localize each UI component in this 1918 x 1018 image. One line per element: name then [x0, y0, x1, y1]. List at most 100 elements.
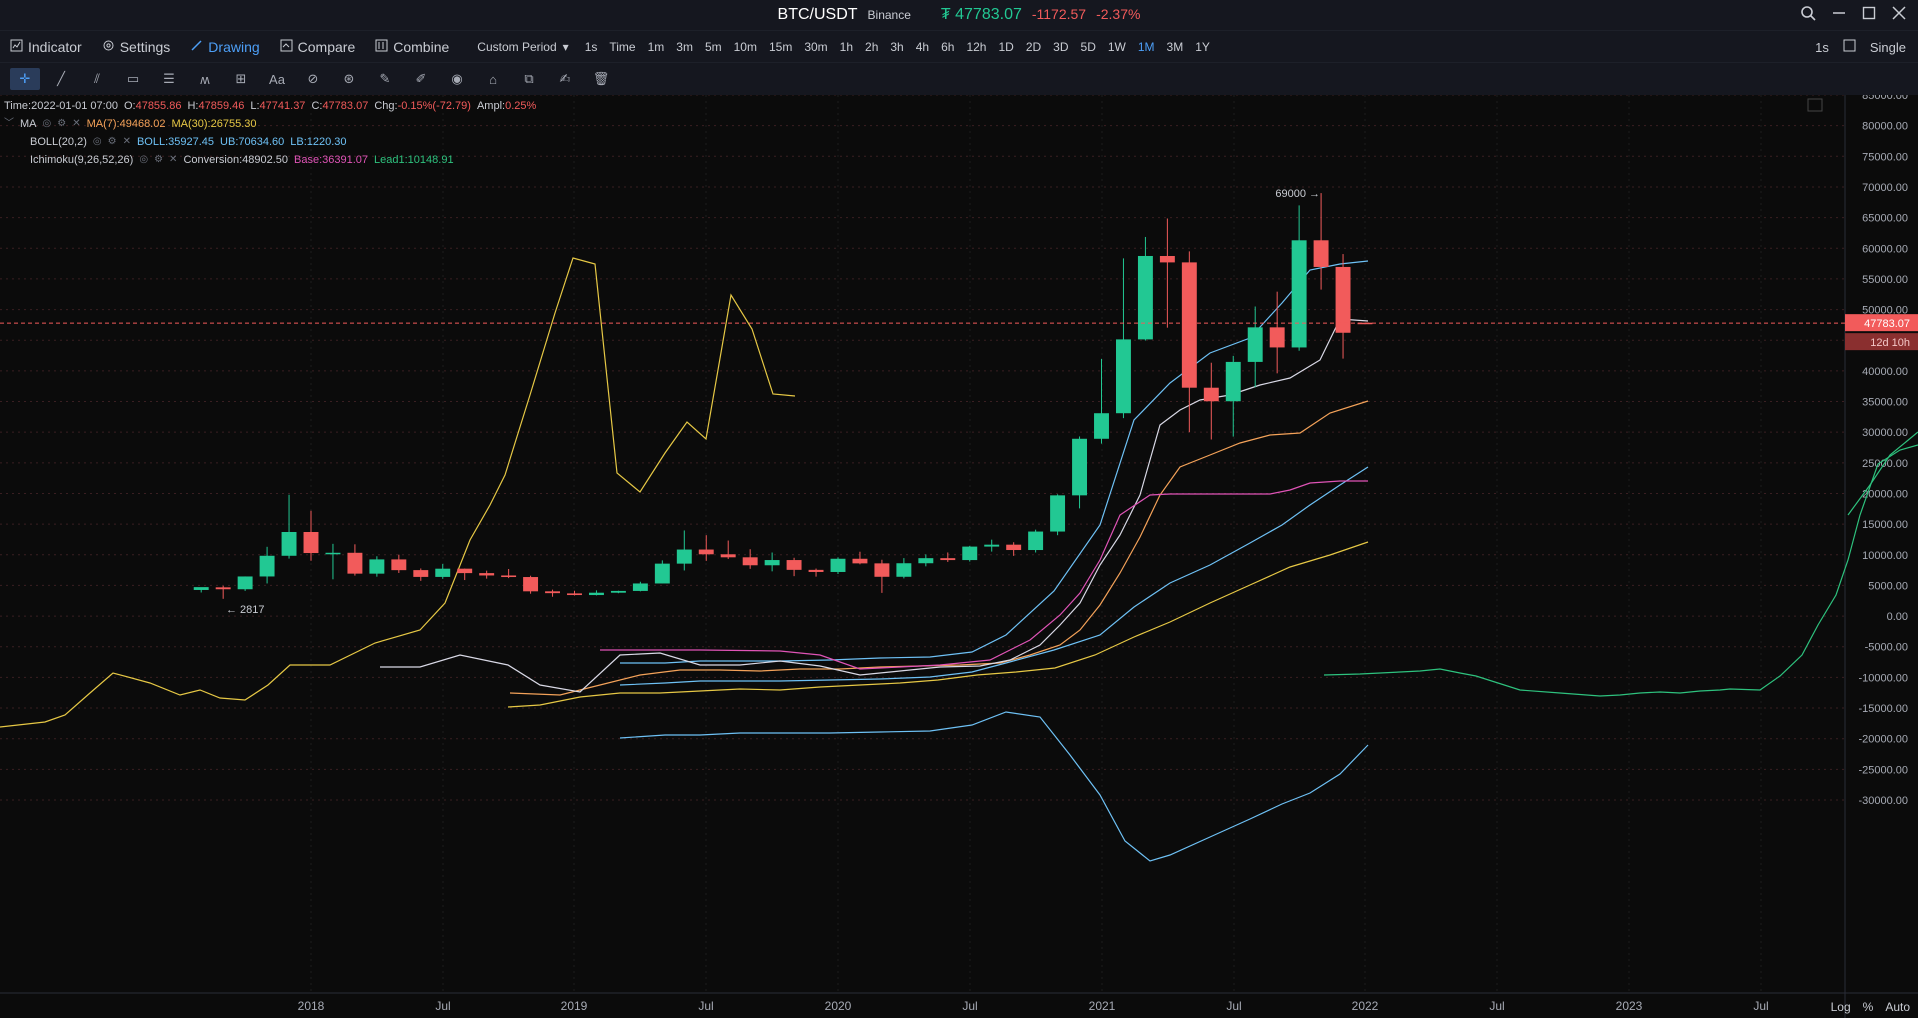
auto-toggle[interactable]: Auto: [1885, 1000, 1910, 1014]
timeframe-10m[interactable]: 10m: [733, 39, 757, 54]
ohlc-row: Time:2022-01-01 07:00 O:47855.86 H:47859…: [4, 97, 536, 115]
drawing-toolbar: ✛ ╱ ⫽ ▭ ☰ ʍ ⊞ Aa ⊘ ⊛ ✎ ✐ ◉ ⌂ ⧉ ✍ 🗑: [0, 62, 1918, 95]
parallel-channel-tool-icon[interactable]: ⫽: [94, 71, 100, 86]
trash-icon[interactable]: 🗑: [592, 71, 610, 86]
eye-icon[interactable]: ◎: [139, 154, 149, 165]
remove-icon[interactable]: ✕: [169, 154, 178, 165]
combine-icon: [375, 39, 388, 55]
timeframe-1w[interactable]: 1W: [1107, 39, 1126, 54]
timeframe-30m[interactable]: 30m: [804, 39, 828, 54]
drawing-button[interactable]: Drawing: [180, 31, 269, 63]
time-tick-label: Jul: [1753, 999, 1768, 1013]
timeframe-3m[interactable]: 3M: [1166, 39, 1184, 54]
close-icon[interactable]: [1892, 6, 1906, 24]
timeframe-5d[interactable]: 5D: [1080, 39, 1096, 54]
chg-value: -0.15%(-72.79): [397, 100, 471, 112]
collapse-icon[interactable]: ﹀: [4, 118, 14, 129]
chart-canvas[interactable]: 85000.00 80000.00 75000.00 70000.00 65000.00…: [0, 95, 1918, 1018]
timeframe-5m[interactable]: 5m: [704, 39, 722, 54]
candle-body: [588, 592, 604, 596]
low-value: 47741.37: [259, 100, 306, 112]
timeframe-3d[interactable]: 3D: [1053, 39, 1069, 54]
timeframe-list: 1s Time 1m 3m 5m 10m 15m 30m 1h 2h 3h 4h 6h 12h 1D 2D 3D…: [579, 31, 1216, 63]
timeframe-1s[interactable]: 1s: [584, 39, 598, 54]
percent-toggle[interactable]: %: [1862, 1000, 1874, 1014]
layout-icon[interactable]: [1843, 39, 1856, 55]
time-tick-label: 2022: [1352, 999, 1379, 1013]
remove-icon[interactable]: ✕: [72, 118, 81, 129]
timeframe-12h[interactable]: 12h: [966, 39, 987, 54]
price-tick-label: -15000.00: [1858, 703, 1908, 715]
timeframe-3m[interactable]: 3m: [676, 39, 693, 54]
candle-body: [303, 532, 319, 554]
ticker-summary: BTC/USDT Binance ₮ 47783.07 -1172.57 -2.…: [778, 6, 1141, 24]
settings-button[interactable]: Settings: [92, 31, 181, 63]
interval-indicator[interactable]: 1s: [1815, 39, 1829, 55]
rectangle-tool-icon[interactable]: ▭: [126, 71, 140, 86]
timeframe-2d[interactable]: 2D: [1025, 39, 1042, 54]
timeframe-6h[interactable]: 6h: [941, 39, 955, 54]
ampl-label: Ampl:: [476, 100, 506, 112]
layout-label[interactable]: Single: [1869, 39, 1906, 55]
countdown-tag: 12d 10h: [1870, 337, 1910, 349]
compare-label: Compare: [297, 38, 356, 55]
settings-small-icon[interactable]: ⚙: [57, 118, 67, 129]
compare-button[interactable]: Compare: [270, 31, 366, 63]
ma7-value: MA(7):49468.02: [86, 118, 166, 130]
settings-small-icon[interactable]: ⚙: [154, 154, 164, 165]
wave-tool-icon[interactable]: ʍ: [200, 71, 210, 87]
compare-icon: [280, 39, 293, 55]
pencil-icon: [190, 39, 203, 55]
ruler-icon[interactable]: ✎: [379, 71, 391, 86]
current-price-tag-bg: [1845, 314, 1918, 332]
timeframe-1d[interactable]: 1D: [998, 39, 1014, 54]
timeframe-3h[interactable]: 3h: [890, 39, 904, 54]
time-tick-label: Jul: [1226, 999, 1241, 1013]
copy-icon[interactable]: ⧉: [524, 71, 534, 86]
candle-body: [391, 559, 407, 571]
exchange-name: Binance: [867, 8, 911, 22]
visibility-icon[interactable]: ◉: [451, 71, 463, 86]
timeframe-4h[interactable]: 4h: [915, 39, 930, 54]
brush-icon[interactable]: ✐: [415, 71, 427, 86]
magnet-off-icon[interactable]: ⊘: [307, 71, 319, 86]
text-tool-icon[interactable]: Aa: [269, 71, 285, 87]
settings-label: Settings: [119, 38, 171, 55]
combine-button[interactable]: Combine: [365, 31, 459, 63]
indicator-button[interactable]: Indicator: [0, 31, 92, 63]
eye-icon[interactable]: ◎: [42, 118, 52, 129]
minimize-icon[interactable]: [1832, 6, 1846, 24]
timeframe-1m[interactable]: 1M: [1137, 39, 1155, 54]
candle-body: [347, 552, 363, 574]
price-tick-label: 25000.00: [1862, 458, 1908, 470]
eye-icon[interactable]: ◎: [92, 136, 102, 147]
measure-tool-icon[interactable]: ⊞: [235, 71, 247, 86]
lock-icon[interactable]: ⌂: [489, 71, 497, 87]
price-chart[interactable]: 85000.00 80000.00 75000.00 70000.00 65000.00…: [0, 95, 1918, 1018]
timeframe-15m[interactable]: 15m: [768, 39, 793, 54]
candle-body: [1225, 361, 1241, 402]
maximize-icon[interactable]: [1862, 6, 1876, 24]
candle-body: [632, 583, 648, 591]
timeframe-1m[interactable]: 1m: [647, 39, 665, 54]
crosshair-tool-icon[interactable]: ✛: [10, 68, 40, 90]
time-tick-label: 2021: [1089, 999, 1116, 1013]
search-icon[interactable]: [1800, 5, 1816, 25]
timeframe-1h[interactable]: 1h: [839, 39, 854, 54]
magnet-icon[interactable]: ⊛: [343, 71, 355, 86]
remove-icon[interactable]: ✕: [122, 136, 131, 147]
timeframe-1y[interactable]: 1Y: [1195, 39, 1210, 54]
fibonacci-tool-icon[interactable]: ☰: [163, 71, 175, 86]
candle-body: [325, 552, 341, 555]
log-toggle[interactable]: Log: [1830, 1000, 1851, 1014]
boll-lower: [619, 711, 1369, 862]
timeframe-2h[interactable]: 2h: [865, 39, 879, 54]
pair-title[interactable]: BTC/USDT: [777, 6, 858, 23]
trendline-tool-icon[interactable]: ╱: [57, 71, 65, 86]
settings-small-icon[interactable]: ⚙: [107, 136, 117, 147]
period-dropdown[interactable]: Custom Period ▾: [459, 40, 578, 54]
edit-icon[interactable]: ✍: [559, 71, 571, 86]
timeframe-time[interactable]: Time: [609, 39, 636, 54]
candle-body: [1181, 262, 1197, 388]
